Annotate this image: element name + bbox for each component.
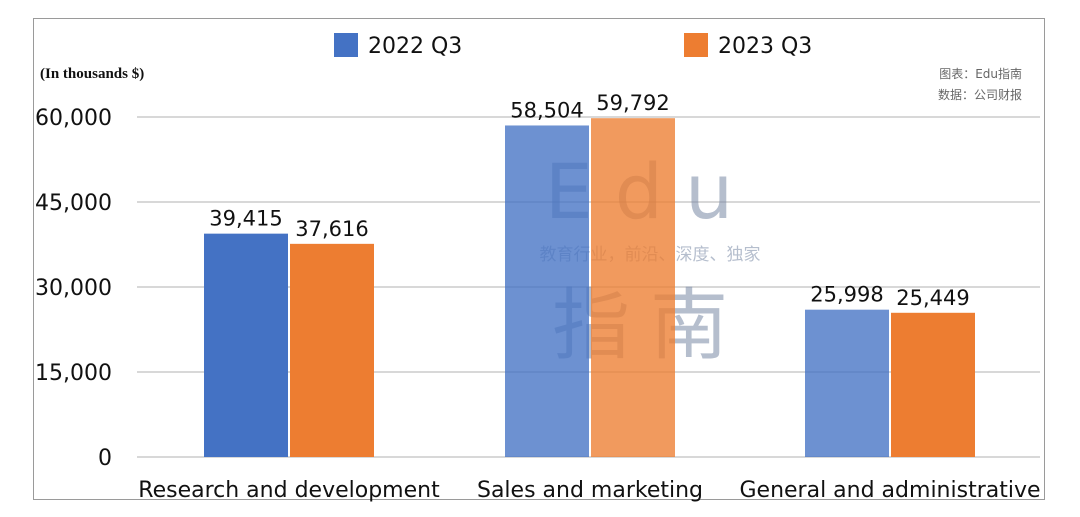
y-tick-label: 0	[98, 446, 112, 471]
data-label: 59,792	[596, 91, 669, 115]
bar	[591, 118, 675, 458]
x-axis-categories: Research and development Sales and market…	[138, 478, 1040, 503]
source-data-credit: 数据：公司财报	[938, 87, 1022, 102]
x-category-label: Sales and marketing	[477, 478, 703, 503]
legend: 2022 Q3 2023 Q3	[334, 33, 812, 59]
y-axis-ticks: 0 15,000 30,000 45,000 60,000	[35, 106, 112, 471]
legend-swatch-2022-q3	[334, 33, 358, 57]
data-label: 25,998	[810, 283, 883, 307]
bar	[505, 125, 589, 458]
y-tick-label: 15,000	[35, 361, 112, 386]
y-tick-label: 60,000	[35, 106, 112, 131]
data-labels: 39,415 37,616 58,504 59,792 25,998 25,449	[209, 91, 969, 310]
bars	[204, 118, 975, 458]
y-tick-label: 45,000	[35, 191, 112, 216]
legend-swatch-2023-q3	[684, 33, 708, 57]
legend-label-2022-q3: 2022 Q3	[368, 34, 462, 59]
data-label: 39,415	[209, 207, 282, 231]
x-category-label: Research and development	[138, 478, 440, 503]
x-category-label: General and administrative	[739, 478, 1040, 503]
y-tick-label: 30,000	[35, 276, 112, 301]
bar	[805, 309, 889, 457]
legend-label-2023-q3: 2023 Q3	[718, 34, 812, 59]
data-label: 25,449	[896, 286, 969, 310]
unit-note: (In thousands $)	[40, 66, 144, 82]
bar	[204, 233, 288, 457]
bar	[290, 243, 374, 457]
bar	[891, 312, 975, 457]
data-label: 37,616	[295, 217, 368, 241]
data-label: 58,504	[510, 98, 583, 122]
source-chart-credit: 图表：Edu指南	[939, 66, 1022, 81]
